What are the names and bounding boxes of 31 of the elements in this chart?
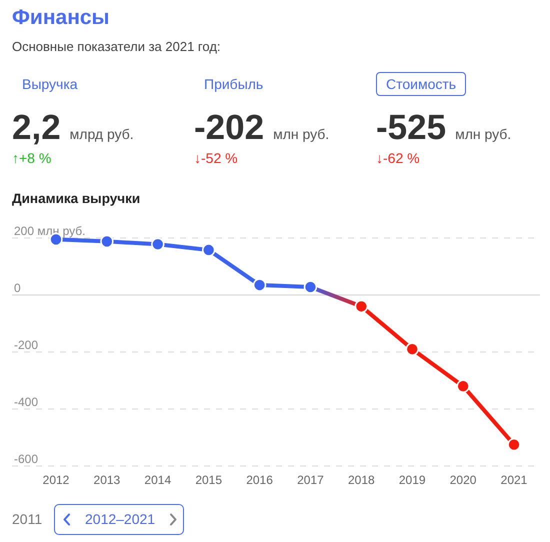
text: Прибыль [203,75,264,94]
text: млн руб. [273,126,330,142]
x-tick-label: 2018 [348,473,376,487]
y-tick-label: -400 [14,395,38,409]
x-tick-label: 2020 [450,473,477,487]
x-tick-label: 2019 [398,473,426,487]
x-tick-label: 2021 [500,473,528,487]
range-selector: 2012–2021 [54,504,184,535]
text: -525 [376,108,446,147]
y-tick-label: -600 [14,452,38,466]
text: Выручка [21,75,79,94]
text: Основные показатели за 2021 год: [12,39,221,54]
text: млрд руб. [70,126,134,142]
y-tick-label: 0 [14,281,21,295]
x-tick-label: 2012 [42,473,70,487]
text: ↓-62 % [376,150,420,166]
text: -202 [194,108,264,147]
text: Стоимость [376,72,466,96]
chart-title: Динамика выручки [12,191,140,206]
x-tick-label: 2016 [246,473,274,487]
y-tick-label: -200 [14,338,38,352]
text: ↑+8 % [12,150,52,166]
x-tick-label: 2015 [195,473,222,487]
text: Финансы [12,6,110,30]
x-tick-label: 2017 [297,473,324,487]
text: млн руб. [455,126,512,142]
text: ↓-52 % [194,150,238,166]
text: 2011 [12,511,42,527]
x-tick-label: 2014 [144,473,172,487]
text: 2,2 [12,108,61,147]
x-tick-label: 2013 [94,473,121,487]
